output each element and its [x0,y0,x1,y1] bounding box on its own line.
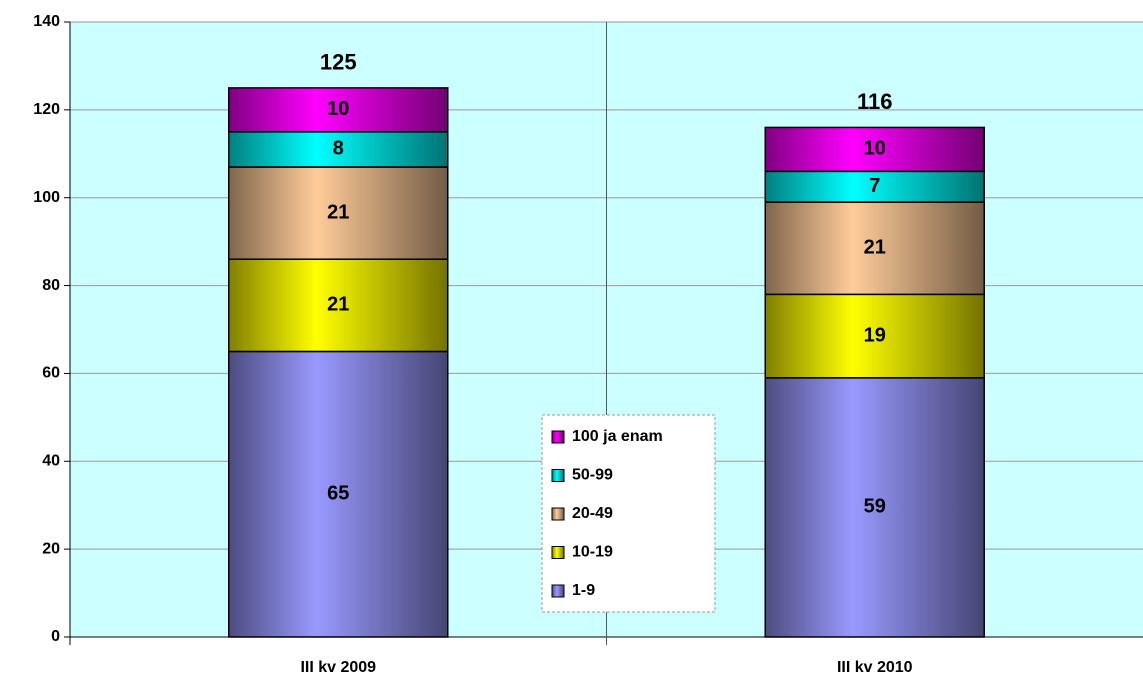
bar-segment [228,87,449,133]
legend-label: 10-19 [572,544,613,561]
y-tick-label: 40 [42,453,60,470]
data-label: 19 [864,324,886,346]
data-label: 10 [327,98,349,120]
data-label: 59 [864,496,886,518]
bar-segment [228,131,449,168]
data-label: 21 [864,237,886,259]
total-label: 125 [320,50,357,75]
y-tick-label: 100 [33,189,60,206]
legend-label: 100 ja enam [572,428,663,445]
y-tick-label: 0 [51,628,60,645]
legend-swatch [551,430,565,444]
bar-segment [764,201,985,296]
data-label: 65 [327,483,349,505]
legend-label: 20-49 [572,505,613,522]
legend-swatch [551,469,565,482]
y-tick-label: 20 [42,540,60,557]
bar-segment [764,170,985,203]
legend-swatch [551,546,565,559]
bar-segment [228,166,449,260]
legend-swatch [551,584,565,598]
legend-box [541,414,716,613]
data-label: 21 [327,294,349,316]
bar-segment [764,293,985,379]
y-tick-label: 80 [42,277,60,294]
bar-segment [764,126,985,173]
data-label: 8 [333,138,344,160]
legend-label: 50-99 [572,467,613,484]
legend: 1-9 10-19 20-49 50-99 100 ja enam [541,414,716,613]
data-label: 21 [327,201,349,223]
bar-segment [228,350,449,638]
bar-segment [228,258,449,353]
x-tick-label: III kv 2009 [300,659,376,676]
y-tick-label: 120 [33,101,60,118]
bar-segment [764,377,985,638]
x-tick-label: III kv 2010 [837,659,913,676]
legend-swatch [551,507,565,521]
data-label: 7 [869,175,880,197]
y-tick-label: 60 [42,365,60,382]
legend-label: 1-9 [572,582,595,599]
total-label: 116 [857,89,893,114]
data-label: 10 [864,138,886,160]
y-tick-label: 140 [33,13,60,30]
